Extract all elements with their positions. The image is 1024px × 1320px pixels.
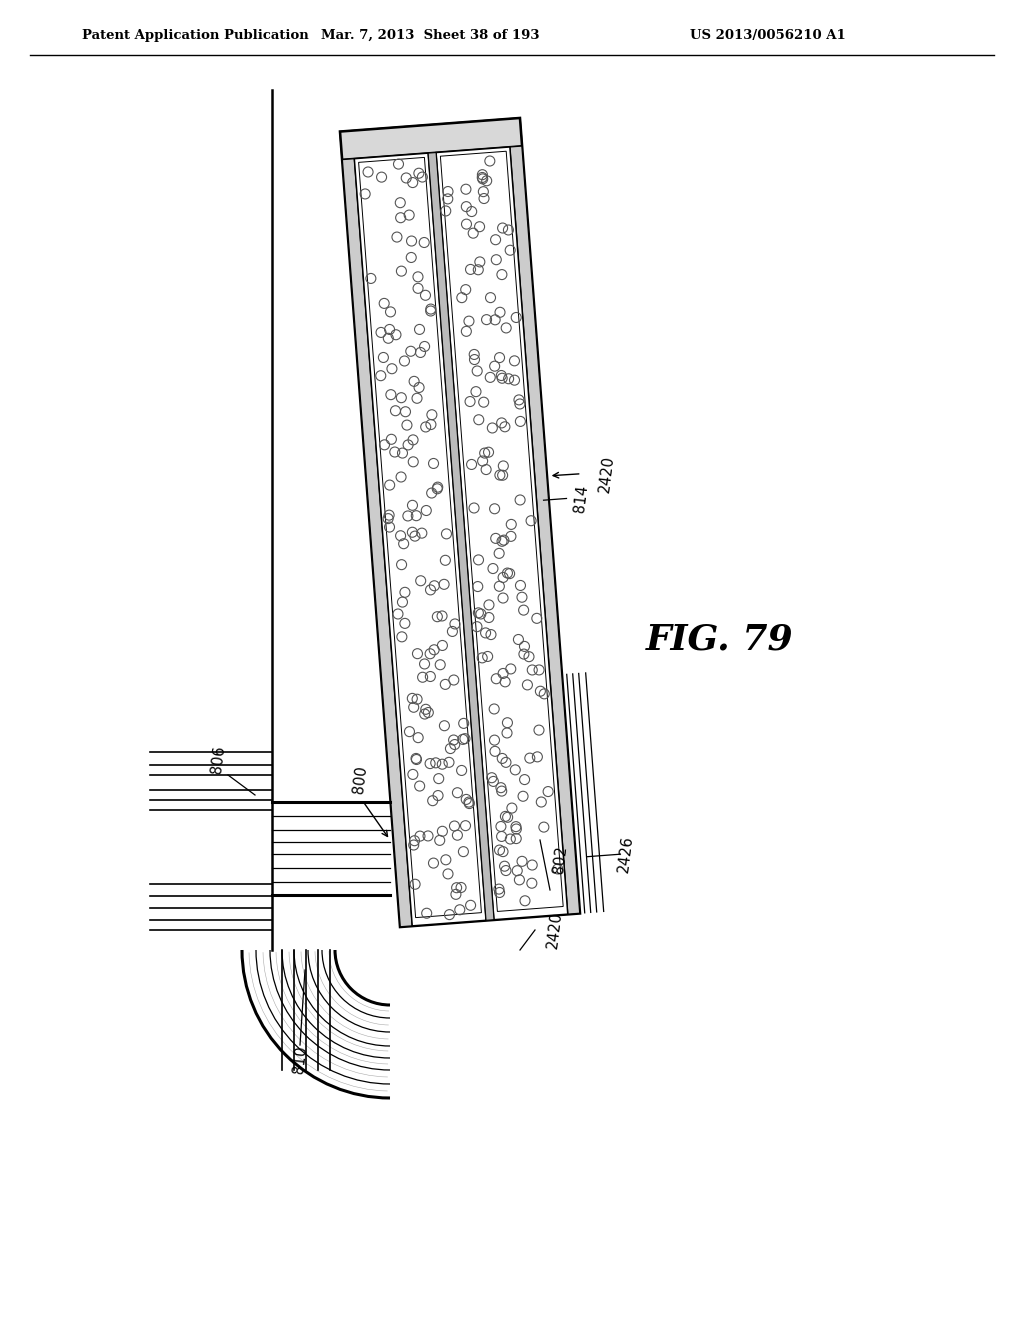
Text: Mar. 7, 2013  Sheet 38 of 193: Mar. 7, 2013 Sheet 38 of 193 <box>321 29 540 41</box>
Text: 806: 806 <box>209 746 227 775</box>
Text: 800: 800 <box>351 766 369 795</box>
Polygon shape <box>340 119 522 160</box>
Text: 810: 810 <box>291 1045 309 1074</box>
Text: 2426: 2426 <box>615 834 635 874</box>
Polygon shape <box>340 119 580 927</box>
Polygon shape <box>428 153 494 920</box>
Polygon shape <box>354 153 486 925</box>
Polygon shape <box>436 147 567 920</box>
Text: 814: 814 <box>572 484 591 513</box>
Polygon shape <box>440 152 563 911</box>
Text: Patent Application Publication: Patent Application Publication <box>82 29 309 41</box>
Polygon shape <box>358 157 481 917</box>
Polygon shape <box>510 147 580 915</box>
Polygon shape <box>342 158 413 927</box>
Text: 802: 802 <box>551 845 569 875</box>
Text: US 2013/0056210 A1: US 2013/0056210 A1 <box>690 29 846 41</box>
Text: 2420: 2420 <box>545 911 564 949</box>
Text: 2420: 2420 <box>597 454 616 494</box>
Text: FIG. 79: FIG. 79 <box>646 623 794 657</box>
